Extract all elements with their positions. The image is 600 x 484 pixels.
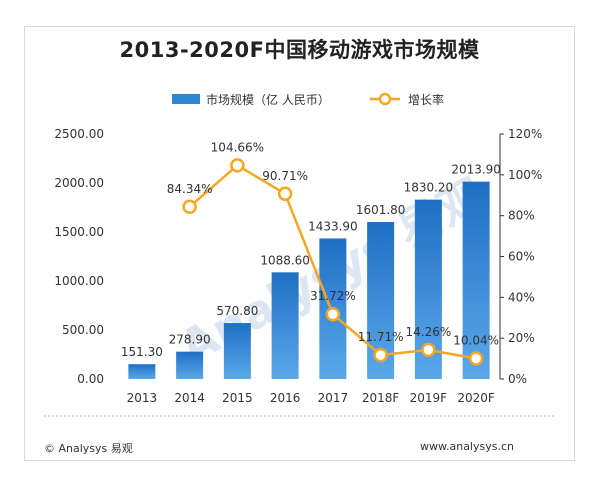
bar-value-label: 151.30 [121,345,163,359]
bar [223,323,251,379]
bar-value-label: 570.80 [216,304,258,318]
legend-line-label: 增长率 [408,92,444,107]
left-axis-tick-label: 0.00 [77,372,104,386]
x-axis-tick-label: 2016 [270,391,301,405]
bar [176,351,204,379]
growth-value-label: 14.26% [405,325,451,339]
x-axis-tick-label: 2018F [362,391,400,405]
x-axis-tick-label: 2013 [127,391,158,405]
chart-title: 2013-2020F中国移动游戏市场规模 [119,38,480,62]
growth-value-label: 10.04% [453,334,499,348]
axes: 0.00 500.00 1000.00 1500.00 2000.00 2500.00 0%… [44,127,556,417]
bar-value-label: 1830.20 [404,181,454,195]
bar [128,364,156,379]
right-axis-tick-label: 120% [508,127,542,141]
left-axis-tick-label: 1000.00 [54,274,104,288]
bar-value-label: 1601.80 [356,203,406,217]
right-axis-tick-label: 60% [508,250,535,264]
left-axis-tick-label: 2500.00 [54,127,104,141]
legend-line-marker [378,92,392,106]
bar-value-label: 1088.60 [260,253,310,267]
x-axis-tick-label: 2017 [318,391,349,405]
footer-copyright: © Analysys 易观 [44,442,133,455]
bar [462,181,490,379]
growth-value-label: 11.71% [358,330,404,344]
growth-value-label: 104.66% [211,140,264,154]
footer-website: www.analysys.cn [420,440,514,453]
bar [271,272,299,379]
left-axis-tick-label: 2000.00 [54,176,104,190]
left-axis-tick-label: 500.00 [62,323,104,337]
bar-value-label: 1433.90 [308,219,358,233]
left-axis-tick-label: 1500.00 [54,225,104,239]
bar-series [128,181,490,379]
growth-value-label: 84.34% [167,182,213,196]
bar-value-label: 278.90 [169,333,211,347]
legend: 市场规模（亿 人民币） 增长率 [172,92,444,107]
growth-value-label: 90.71% [262,169,308,183]
x-axis-tick-label: 2014 [174,391,205,405]
x-axis-tick-label: 2020F [457,391,495,405]
x-axis-tick-label: 2015 [222,391,253,405]
growth-value-label: 31.72% [310,289,356,303]
x-axis-tick-label: 2019F [410,391,448,405]
right-axis-tick-label: 40% [508,290,535,304]
growth-point [230,158,245,173]
right-axis-tick-label: 100% [508,168,542,182]
right-axis-tick-label: 80% [508,209,535,223]
data-labels: 151.30 278.90 570.80 1088.60 1433.90 1601.80 1… [121,140,501,359]
legend-bar-swatch [172,94,200,104]
right-axis-tick-label: 20% [508,331,535,345]
bar-value-label: 2013.90 [451,163,501,177]
growth-point [277,186,293,202]
growth-point [421,342,436,358]
growth-point [182,199,197,215]
growth-line-series [182,158,484,366]
growth-point [325,306,341,322]
right-axis-tick-label: 0% [508,372,527,386]
growth-point [373,347,388,363]
legend-bar-label: 市场规模（亿 人民币） [206,92,330,107]
growth-point [468,351,484,366]
